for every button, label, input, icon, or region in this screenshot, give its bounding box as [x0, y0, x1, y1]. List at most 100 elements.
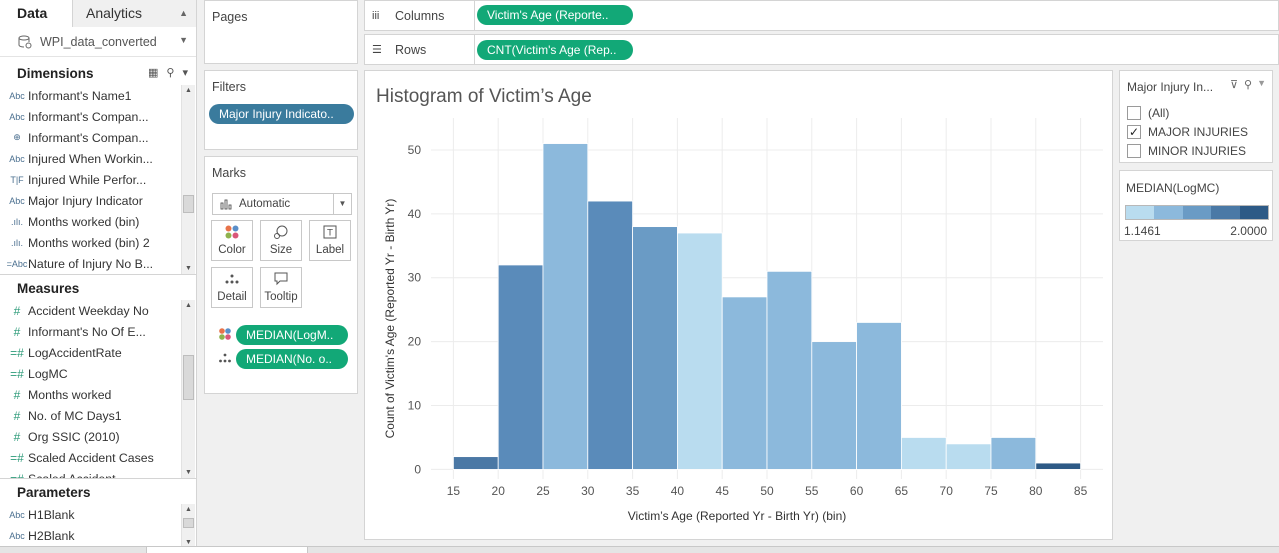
- field-item[interactable]: Abc H1Blank: [0, 504, 196, 525]
- parameters-title: Parameters: [17, 484, 91, 500]
- field-item[interactable]: =# Scaled Accident Cases: [0, 447, 196, 468]
- checkbox-checked-icon[interactable]: ✓: [1127, 125, 1141, 139]
- columns-pill-victims-age[interactable]: Victim's Age (Reporte..: [477, 5, 633, 25]
- checkbox-icon[interactable]: [1127, 144, 1141, 158]
- field-label: Nature of Injury No B...: [28, 256, 154, 271]
- scroll-down-icon[interactable]: ▼: [185, 539, 192, 546]
- field-item[interactable]: # Informant's No Of E...: [0, 321, 196, 342]
- field-item[interactable]: =Abc Nature of Injury No B...: [0, 253, 196, 274]
- filter-option[interactable]: (All): [1127, 104, 1169, 122]
- dimension-type-icon: Abc: [9, 153, 25, 164]
- scroll-up-icon[interactable]: ▲: [185, 302, 192, 309]
- dimension-type-icon: Abc: [9, 509, 25, 520]
- tab-analytics[interactable]: Analytics ▲ ▼: [72, 0, 196, 45]
- measure-type-icon: =#: [10, 345, 24, 360]
- scrollbar[interactable]: ▲ ▼: [181, 85, 195, 274]
- search-icon[interactable]: ⚲: [166, 67, 175, 79]
- size-button[interactable]: Size: [260, 220, 302, 261]
- color-button[interactable]: Color: [211, 220, 253, 261]
- detail-button[interactable]: Detail: [211, 267, 253, 308]
- data-pane: Data Analytics ▲ ▼ WPI_data_converted Dim…: [0, 0, 197, 548]
- field-item[interactable]: # Accident Weekday No: [0, 300, 196, 321]
- field-item[interactable]: Abc Major Injury Indicator: [0, 190, 196, 211]
- field-item[interactable]: ⊕ Informant's Compan...: [0, 127, 196, 148]
- filter-option[interactable]: MINOR INJURIES: [1127, 142, 1246, 160]
- x-tick-label: 70: [940, 484, 954, 498]
- detail-icon: [225, 274, 239, 284]
- field-item[interactable]: Abc Injured When Workin...: [0, 148, 196, 169]
- pages-shelf[interactable]: Pages: [204, 0, 358, 64]
- field-label: H2Blank: [28, 528, 75, 543]
- divider: [0, 274, 196, 275]
- field-label: Major Injury Indicator: [28, 193, 143, 208]
- active-sheet-tab[interactable]: [146, 546, 308, 553]
- filters-shelf[interactable]: Filters Major Injury Indicato..: [204, 70, 358, 150]
- chart-view: Histogram of Victim’s Age 15 20 25 30 35 40 45…: [364, 70, 1113, 540]
- search-icon[interactable]: ⚲: [1243, 79, 1252, 91]
- scrollbar[interactable]: ▲ ▼: [181, 504, 195, 548]
- x-tick-label: 15: [447, 484, 461, 498]
- tooltip-button[interactable]: Tooltip: [260, 267, 302, 308]
- field-item[interactable]: # No. of MC Days1: [0, 405, 196, 426]
- field-item[interactable]: .ılı. Months worked (bin): [0, 211, 196, 232]
- field-label: Scaled Accident Cases: [28, 450, 154, 465]
- legend-swatch: [1211, 206, 1240, 219]
- field-item[interactable]: =# LogAccidentRate: [0, 342, 196, 363]
- size-icon: [274, 225, 288, 239]
- rows-pill-count-victims-age[interactable]: CNT(Victim's Age (Rep..: [477, 40, 633, 60]
- field-item[interactable]: =# LogMC: [0, 363, 196, 384]
- clear-filter-icon[interactable]: ⊽: [1229, 79, 1238, 91]
- field-item[interactable]: # Months worked: [0, 384, 196, 405]
- scroll-up-icon[interactable]: ▲: [185, 506, 192, 513]
- y-tick-label: 0: [414, 462, 421, 476]
- histogram-bar: [542, 143, 589, 470]
- y-tick-label: 20: [408, 335, 422, 349]
- x-tick-label: 55: [805, 484, 819, 498]
- histogram-bar: [945, 443, 992, 470]
- x-tick-label: 30: [581, 484, 595, 498]
- detail-button-label: Detail: [217, 291, 247, 303]
- marks-title: Marks: [212, 166, 247, 180]
- label-button[interactable]: T Label: [309, 220, 351, 261]
- filter-pill-major-injury[interactable]: Major Injury Indicato..: [209, 104, 354, 124]
- field-label: Informant's No Of E...: [28, 324, 146, 339]
- y-tick-label: 50: [408, 143, 422, 157]
- field-item[interactable]: =#Scaled Accident...: [0, 468, 196, 479]
- field-item[interactable]: Abc Informant's Name1: [0, 85, 196, 106]
- marks-pill-median-mc-days[interactable]: MEDIAN(No. o..: [236, 349, 348, 369]
- histogram-bar: [901, 437, 947, 470]
- scroll-up-icon[interactable]: ▲: [185, 87, 192, 94]
- columns-shelf[interactable]: iii Columns Victim's Age (Reporte..: [364, 0, 1279, 31]
- scroll-thumb[interactable]: [183, 355, 194, 400]
- svg-text:T: T: [326, 229, 333, 239]
- checkbox-icon[interactable]: [1127, 106, 1141, 120]
- datasource-item[interactable]: WPI_data_converted: [0, 27, 196, 57]
- chevron-down-icon[interactable]: ▼: [1257, 78, 1266, 88]
- field-item[interactable]: Abc Informant's Compan...: [0, 106, 196, 127]
- scroll-thumb[interactable]: [183, 518, 194, 528]
- tab-data[interactable]: Data: [0, 0, 72, 27]
- x-tick-label: 45: [716, 484, 730, 498]
- measure-type-icon: #: [13, 324, 21, 339]
- menu-dropdown-icon[interactable]: ▾: [182, 67, 188, 79]
- field-item[interactable]: # Org SSIC (2010): [0, 426, 196, 447]
- histogram-bar: [721, 296, 768, 470]
- marks-pill-median-logmc[interactable]: MEDIAN(LogM..: [236, 325, 348, 345]
- field-item[interactable]: T|F Injured While Perfor...: [0, 169, 196, 190]
- scroll-down-icon[interactable]: ▼: [185, 469, 192, 476]
- scroll-down-icon[interactable]: ▼: [185, 265, 192, 272]
- scrollbar[interactable]: ▲ ▼: [181, 300, 195, 478]
- field-item[interactable]: .ılı. Months worked (bin) 2: [0, 232, 196, 253]
- mark-type-select[interactable]: Automatic ▼: [212, 193, 352, 215]
- scroll-thumb[interactable]: [183, 195, 194, 213]
- rows-shelf-label: ☰ Rows: [365, 35, 475, 64]
- filter-option-label: (All): [1148, 106, 1170, 120]
- measures-list: # Accident Weekday No # Informant's No Of E…: [0, 300, 196, 478]
- rows-shelf[interactable]: ☰ Rows CNT(Victim's Age (Rep..: [364, 34, 1279, 65]
- view-toggle-icon[interactable]: ▦: [148, 67, 159, 79]
- field-label: LogAccidentRate: [28, 345, 122, 360]
- filter-option[interactable]: ✓ MAJOR INJURIES: [1127, 123, 1248, 141]
- measures-title: Measures: [17, 280, 80, 296]
- field-item[interactable]: Abc H2Blank: [0, 525, 196, 546]
